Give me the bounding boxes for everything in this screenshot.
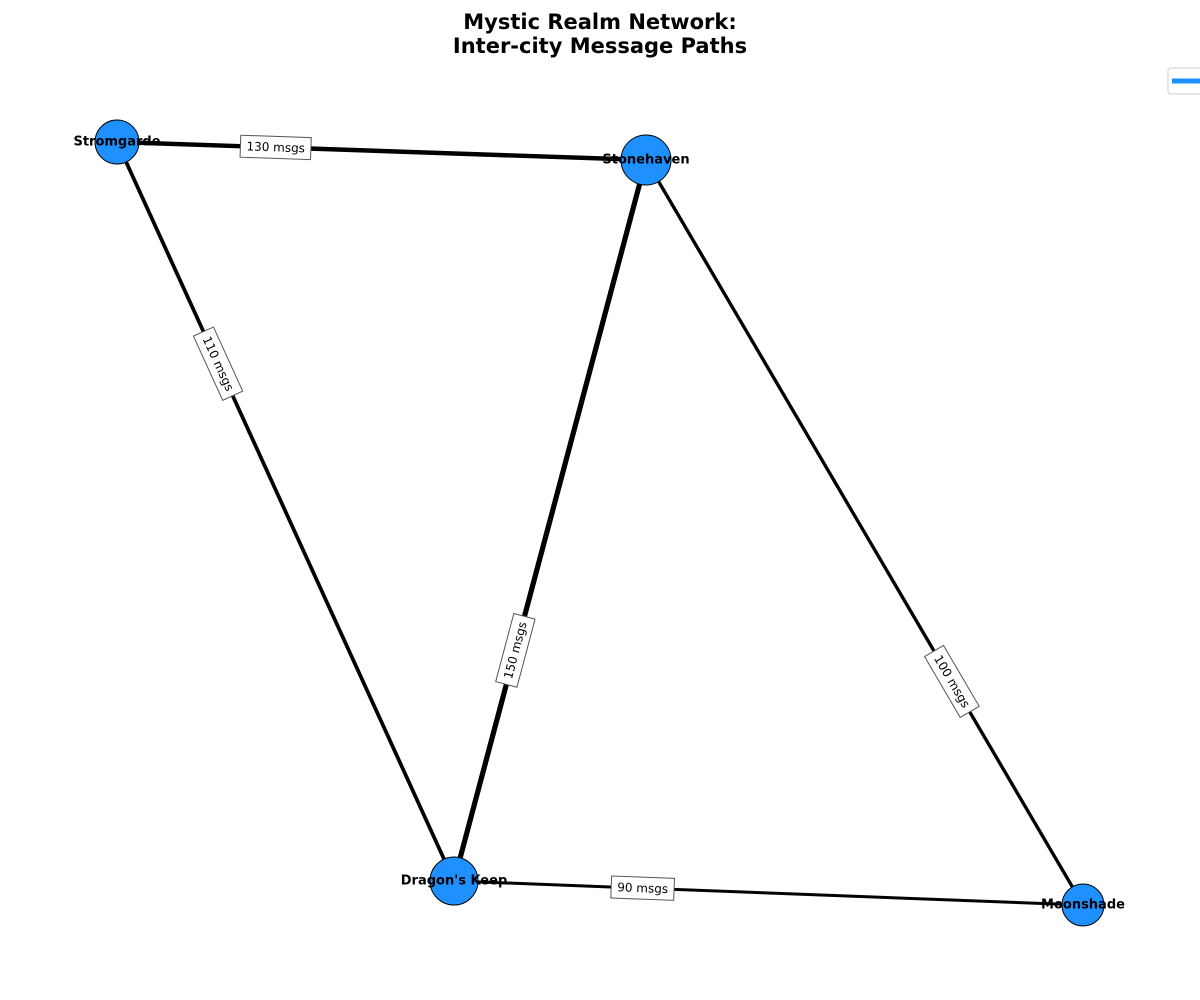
node-label-moonshade: Moonshade — [1041, 898, 1125, 913]
edge-label-box — [610, 875, 676, 901]
edge-stonehaven-moonshade — [644, 158, 1085, 907]
title-line-2: Inter-city Message Paths — [452, 34, 748, 58]
node-stromgarde — [94, 119, 140, 165]
node-label-stonehaven: Stonehaven — [602, 153, 689, 168]
edge-stromgarde-stonehaven — [114, 139, 649, 163]
edge-label-group: 150 msgs — [495, 612, 536, 688]
edge-label-box — [239, 134, 312, 161]
node-moonshade — [1061, 883, 1105, 927]
edge-label-box — [495, 612, 536, 688]
edge-label-group: 100 msgs — [923, 644, 980, 719]
edges-layer — [114, 139, 1085, 907]
edge-label-group: 130 msgs — [239, 134, 312, 161]
node-label-dragons_keep: Dragon's Keep — [401, 874, 508, 889]
edge-stromgarde-dragons_keep — [115, 140, 456, 883]
edge-label-box — [923, 644, 980, 719]
edge-dragons_keep-moonshade — [452, 879, 1085, 907]
diagram-title: Mystic Realm Network: Inter-city Message… — [0, 10, 1200, 58]
edge-labels-layer: 130 msgs 110 msgs 150 msgs 100 msgs 90 msgs — [192, 134, 980, 901]
edge-label: 90 msgs — [617, 880, 668, 896]
nodes-layer — [94, 119, 1105, 927]
edge-label-group: 110 msgs — [192, 326, 244, 401]
legend — [1167, 67, 1200, 95]
edge-stonehaven-dragons_keep — [451, 157, 649, 884]
node-dragons_keep — [429, 856, 479, 906]
node-label-stromgarde: Stromgarde — [73, 135, 160, 150]
node-stonehaven — [620, 134, 672, 186]
title-line-1: Mystic Realm Network: — [463, 10, 737, 34]
node-labels-layer: Stromgarde Stonehaven Dragon's Keep Moonsha… — [73, 135, 1125, 913]
edge-label: 130 msgs — [246, 139, 305, 155]
edge-label-group: 90 msgs — [610, 875, 676, 901]
edge-label-box — [192, 326, 244, 401]
